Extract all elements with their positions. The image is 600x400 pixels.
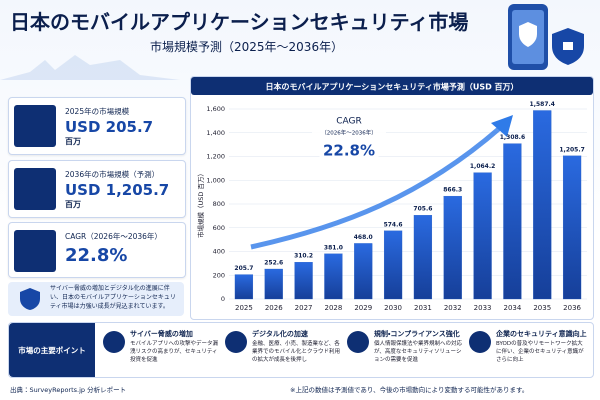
bar	[413, 215, 433, 300]
x-tick-label: 2031	[414, 304, 432, 312]
annotation-value: 22.8%	[323, 142, 375, 160]
value-label: 205.7	[234, 265, 253, 272]
shield-icon	[20, 288, 40, 310]
x-tick-label: 2027	[295, 304, 313, 312]
chart-title: 日本のモバイルアプリケーションセキュリティ市場予測（USD 百万）	[265, 82, 518, 92]
card-value: USD 1,205.7	[65, 181, 170, 199]
bar	[562, 155, 582, 300]
x-tick-label: 2029	[354, 304, 372, 312]
key-point: デジタル化の加速金融、医療、小売、製造業など、各業界でのモバイル化とクラウド利用…	[225, 327, 345, 373]
y-tick-label: 800	[213, 200, 225, 208]
page-subtitle: 市場規模予測（2025年～2036年）	[150, 40, 344, 54]
source: 出典：SurveyReports.jp 分析レポート	[10, 386, 127, 394]
value-label: 1,587.4	[530, 101, 555, 108]
bar	[503, 143, 522, 300]
card-value: USD 205.7	[65, 118, 154, 136]
value-label: 574.6	[384, 221, 403, 228]
trend-arrow	[250, 125, 503, 250]
value-label: 866.3	[443, 187, 462, 194]
card-label: 2025年の市場規模	[65, 107, 130, 116]
x-tick-label: 2028	[325, 304, 343, 312]
card-value: 22.8%	[65, 245, 128, 266]
chart-panel: 日本のモバイルアプリケーションセキュリティ市場予測（USD 百万） 市場規模（U…	[190, 76, 594, 320]
note-text: サイバー脅威の増加とデジタル化の進展に伴い、日本のモバイルアプリケーションセキュ…	[50, 285, 176, 310]
chart-header	[191, 77, 593, 95]
key-point-title: サイバー脅威の増加	[130, 330, 193, 338]
card-label: CAGR（2026年～2036年）	[65, 232, 162, 241]
y-tick-label: 400	[213, 248, 225, 256]
key-point-title: デジタル化の加速	[252, 330, 308, 338]
key-points-heading: 市場の主要ポイント	[9, 323, 95, 377]
x-tick-label: 2032	[444, 304, 462, 312]
key-point-icon	[469, 331, 491, 353]
y-tick-label: 200	[213, 271, 225, 279]
summary-card: 2025年の市場規模 USD 205.7 百万	[8, 97, 186, 155]
key-point-icon	[103, 331, 125, 353]
x-tick-label: 2034	[504, 304, 522, 312]
key-point-icon	[225, 331, 247, 353]
y-tick-label: 1,000	[206, 176, 225, 184]
card-icon	[14, 105, 56, 147]
value-label: 1,308.6	[500, 134, 525, 141]
x-tick-label: 2026	[265, 304, 283, 312]
key-point: サイバー脅威の増加モバイルアプリへの攻撃やデータ漏洩リスクの高まりが、セキュリテ…	[103, 327, 223, 373]
key-point-title: 規制・コンプライアンス強化	[374, 330, 460, 338]
key-point-icon	[347, 331, 369, 353]
value-label: 1,205.7	[559, 146, 584, 153]
value-label: 1,064.2	[470, 163, 495, 170]
key-points: 市場の主要ポイント サイバー脅威の増加モバイルアプリへの攻撃やデータ漏洩リスクの…	[8, 322, 594, 378]
summary-card: 2036年の市場規模（予測） USD 1,205.7 百万	[8, 160, 186, 218]
y-tick-label: 1,400	[206, 129, 225, 137]
bar	[354, 243, 373, 300]
card-unit: 百万	[65, 200, 81, 209]
bar	[443, 195, 462, 300]
bar	[234, 274, 254, 300]
bar	[473, 172, 492, 300]
bar	[324, 253, 343, 300]
value-label: 381.0	[324, 244, 343, 251]
x-tick-label: 2025	[235, 304, 253, 312]
arrow-head	[491, 115, 513, 137]
key-point: 企業のセキュリティ意識向上 BYODの普及やリモートワーク拡大に伴い、企業のセキュ…	[469, 327, 589, 373]
page-title: 日本のモバイルアプリケーションセキュリティ市場	[10, 10, 469, 34]
bar	[264, 268, 283, 300]
value-label: 252.6	[264, 260, 283, 267]
bar	[533, 110, 552, 300]
annotation-period: （2026年～2036年）	[321, 129, 377, 137]
value-label: 468.0	[354, 234, 373, 241]
summary-card: CAGR（2026年～2036年） 22.8%	[8, 222, 186, 278]
card-icon	[14, 230, 56, 272]
value-label: 310.2	[294, 253, 313, 260]
y-axis-label: 市場規模（USD 百万）	[196, 170, 205, 238]
annotation-bg	[311, 111, 387, 167]
key-point-text: 個人情報保護法や業界規制への対応が、高度なセキュリティソリューションの需要を促進	[374, 341, 463, 363]
key-point-text: 金融、医療、小売、製造業など、各業界でのモバイル化とクラウド利用の拡大が成長を後…	[252, 341, 341, 363]
card-label: 2036年の市場規模（予測）	[65, 170, 160, 179]
x-tick-label: 2036	[563, 304, 581, 312]
decoration	[0, 4, 584, 80]
y-tick-label: 600	[213, 224, 225, 232]
key-point: 規制・コンプライアンス強化個人情報保護法や業界規制への対応が、高度なセキュリティ…	[347, 327, 467, 373]
card-icon	[14, 168, 56, 210]
note: サイバー脅威の増加とデジタル化の進展に伴い、日本のモバイルアプリケーションセキュ…	[8, 282, 184, 316]
x-tick-label: 2033	[474, 304, 492, 312]
bar	[383, 230, 403, 300]
disclaimer: ※上記の数値は予測値であり、今後の市場動向により変動する可能性があります。	[290, 386, 529, 394]
card-unit: 百万	[65, 137, 81, 146]
key-point-text: モバイルアプリへの攻撃やデータ漏洩リスクの高まりが、セキュリティ投資を促進	[130, 341, 219, 363]
x-tick-label: 2030	[384, 304, 402, 312]
annotation-title: CAGR	[336, 117, 362, 127]
key-point-text: BYODの普及やリモートワーク拡大に伴い、企業のセキュリティ意識がさらに向上	[496, 341, 584, 363]
bar	[294, 262, 313, 300]
key-point-title: 企業のセキュリティ意識向上	[496, 330, 587, 338]
chart: 日本のモバイルアプリケーションセキュリティ市場予測（USD 百万） 市場規模（U…	[191, 77, 593, 312]
value-label: 705.6	[413, 206, 432, 213]
y-tick-label: 1,200	[206, 153, 225, 161]
y-tick-label: 0	[221, 295, 225, 303]
x-tick-label: 2035	[533, 304, 551, 312]
y-tick-label: 1,600	[206, 105, 225, 113]
